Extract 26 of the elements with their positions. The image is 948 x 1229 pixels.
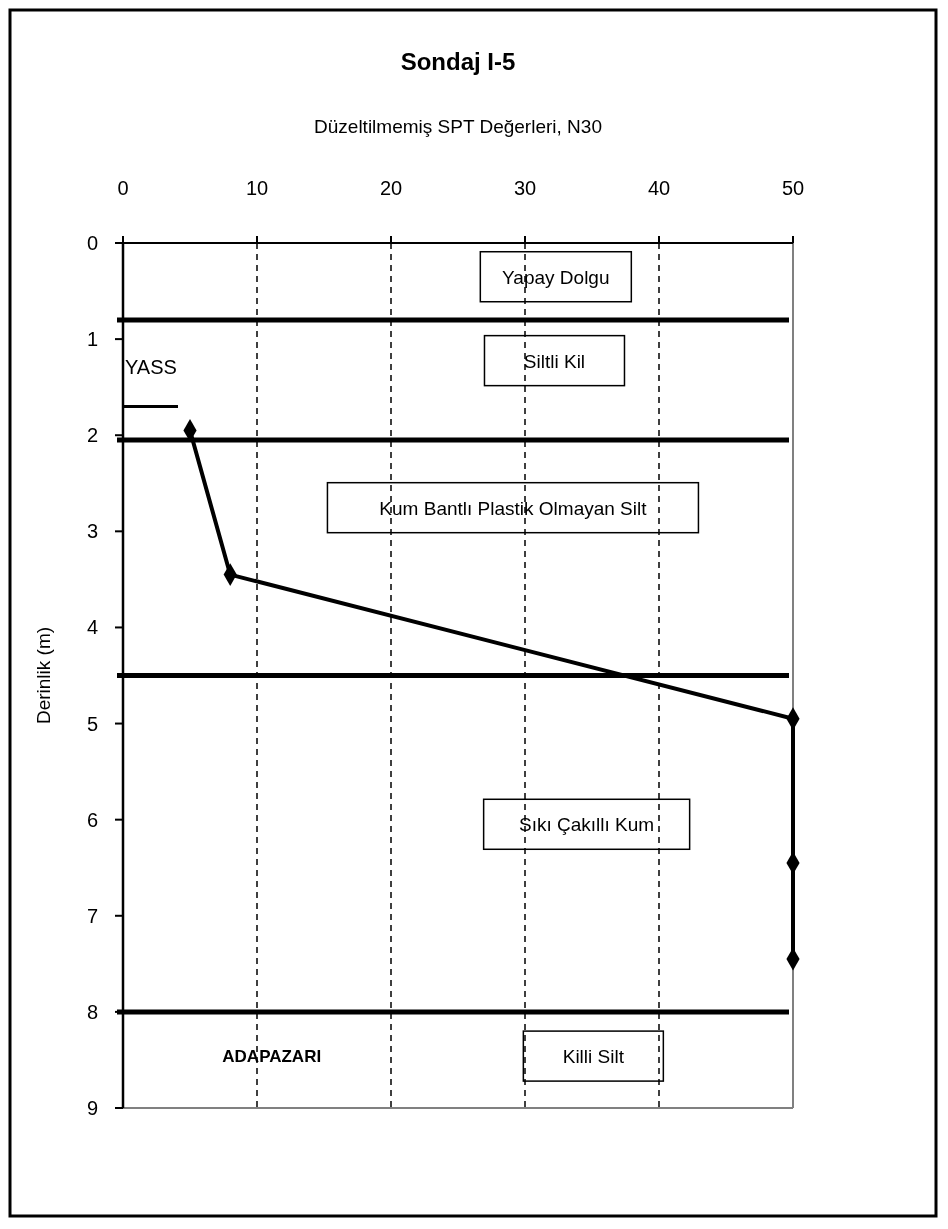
y-tick-label: 9 xyxy=(86,1097,98,1119)
y-tick-label: 6 xyxy=(86,808,98,831)
y-tick-label: 0 xyxy=(86,232,98,254)
x-tick-label: 20 xyxy=(379,177,403,199)
y-tick-label: 8 xyxy=(86,1000,98,1023)
annotation: Killi Silt xyxy=(562,1046,625,1068)
chart-title: Sondaj I-5 xyxy=(400,48,516,75)
x-axis-title: Düzeltilmemiş SPT Değerleri, N30 xyxy=(314,116,602,137)
y-tick-label: 2 xyxy=(86,424,98,447)
x-tick-label: 50 xyxy=(781,177,805,199)
ref-line-label: YASS xyxy=(125,356,177,379)
x-tick-label: 0 xyxy=(117,177,129,199)
y-tick-label: 4 xyxy=(86,616,98,639)
annotation: Sıkı Çakıllı Kum xyxy=(519,814,655,836)
annotation: Siltli Kil xyxy=(523,350,586,372)
x-tick-label: 30 xyxy=(513,177,537,199)
x-tick-label: 10 xyxy=(245,177,269,199)
x-tick-label: 40 xyxy=(647,177,671,199)
annotation: ADAPAZARI xyxy=(222,1047,322,1067)
annotation: Kum Bantlı Plastik Olmayan Silt xyxy=(379,497,648,519)
y-tick-label: 7 xyxy=(86,904,98,927)
y-tick-label: 5 xyxy=(86,712,98,735)
y-tick-label: 1 xyxy=(86,328,98,351)
y-tick-label: 3 xyxy=(86,520,98,543)
annotation: Yapay Dolgu xyxy=(502,266,610,288)
y-axis-title: Derinlik (m) xyxy=(33,626,54,725)
